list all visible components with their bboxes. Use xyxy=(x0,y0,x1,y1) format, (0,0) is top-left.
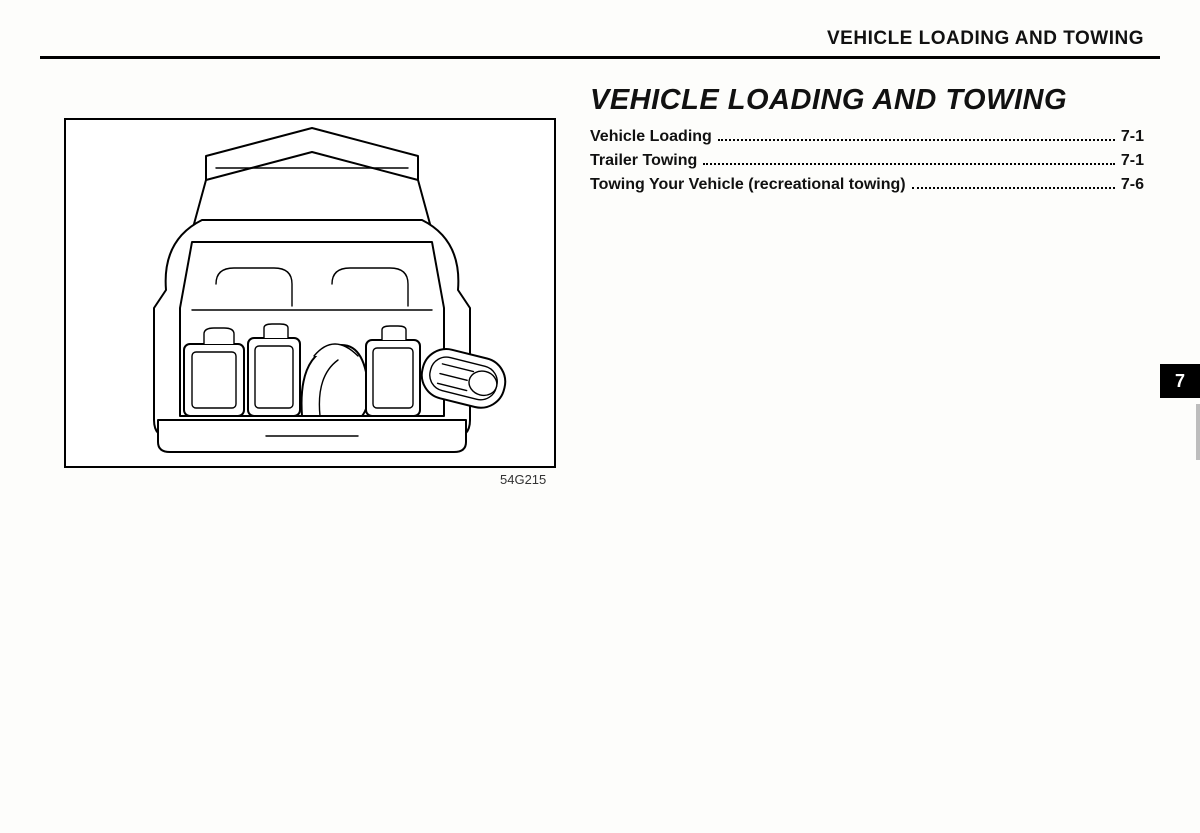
toc-page: 7-1 xyxy=(1121,128,1144,146)
toc-leader xyxy=(912,187,1115,189)
toc-label: Towing Your Vehicle (recreational towing… xyxy=(590,176,906,194)
vehicle-cargo-illustration xyxy=(66,120,558,470)
section-heading: VEHICLE LOADING AND TOWING xyxy=(590,84,1067,117)
toc-page: 7-6 xyxy=(1121,176,1144,194)
toc-leader xyxy=(718,139,1115,141)
manual-page: VEHICLE LOADING AND TOWING VEHICLE LOADI… xyxy=(0,0,1200,833)
toc-label: Trailer Towing xyxy=(590,152,697,170)
toc-row: Towing Your Vehicle (recreational towing… xyxy=(590,176,1144,194)
header-rule xyxy=(40,56,1160,59)
toc-row: Vehicle Loading 7-1 xyxy=(590,128,1144,146)
chapter-tab: 7 xyxy=(1160,364,1200,398)
table-of-contents: Vehicle Loading 7-1 Trailer Towing 7-1 T… xyxy=(590,128,1144,200)
toc-page: 7-1 xyxy=(1121,152,1144,170)
running-header: VEHICLE LOADING AND TOWING xyxy=(827,28,1144,50)
chapter-number: 7 xyxy=(1175,371,1185,392)
toc-leader xyxy=(703,163,1115,165)
figure-box xyxy=(64,118,556,468)
toc-label: Vehicle Loading xyxy=(590,128,712,146)
toc-row: Trailer Towing 7-1 xyxy=(590,152,1144,170)
figure-reference: 54G215 xyxy=(500,472,546,487)
page-edge-shadow xyxy=(1196,404,1200,460)
